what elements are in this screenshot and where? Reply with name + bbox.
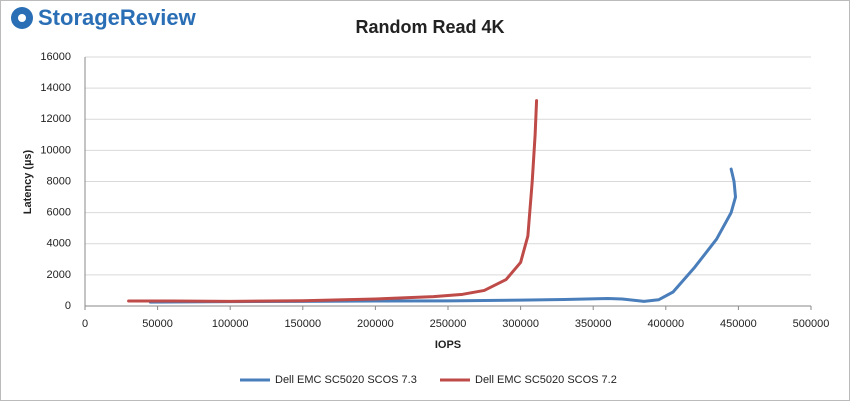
series-line [127, 99, 539, 303]
x-tick-label: 500000 [793, 318, 830, 330]
logo-icon-dot [18, 14, 26, 22]
y-tick-label: 14000 [40, 82, 71, 94]
y-tick-label: 12000 [40, 113, 71, 125]
series-line [148, 167, 737, 304]
x-tick-label: 150000 [284, 318, 321, 330]
legend-label: Dell EMC SC5020 SCOS 7.2 [475, 374, 617, 386]
legend-label: Dell EMC SC5020 SCOS 7.3 [275, 374, 417, 386]
x-tick-label: 100000 [212, 318, 249, 330]
y-tick-label: 8000 [47, 175, 71, 187]
x-tick-label: 400000 [647, 318, 684, 330]
chart-title: Random Read 4K [355, 17, 504, 37]
x-tick-label: 50000 [142, 318, 173, 330]
y-tick-label: 4000 [47, 238, 71, 250]
x-tick-label: 450000 [720, 318, 757, 330]
x-tick-label: 250000 [430, 318, 467, 330]
y-tick-label: 16000 [40, 51, 71, 63]
x-tick-label: 0 [82, 318, 88, 330]
x-tick-label: 350000 [575, 318, 612, 330]
y-tick-label: 0 [65, 300, 71, 312]
x-axis-label: IOPS [435, 339, 461, 351]
x-tick-label: 200000 [357, 318, 394, 330]
x-tick-label: 300000 [502, 318, 539, 330]
y-tick-label: 2000 [47, 269, 71, 281]
y-axis-label: Latency (µs) [22, 149, 34, 214]
y-tick-label: 6000 [47, 207, 71, 219]
logo: StorageReview [38, 5, 197, 30]
y-tick-label: 10000 [40, 144, 71, 156]
